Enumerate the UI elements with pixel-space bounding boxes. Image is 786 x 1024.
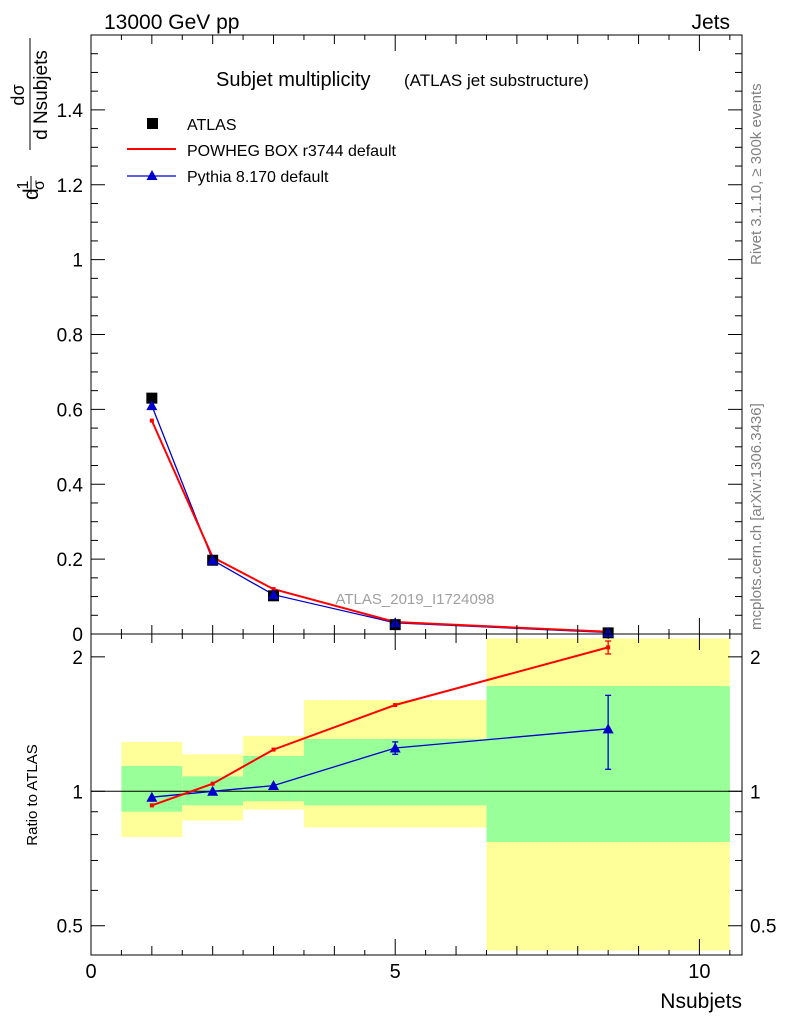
ylabel-frac1-den: σ [31,180,48,190]
main-y-tick-label: 0.2 [57,550,83,571]
ratio-powheg-point [606,645,611,650]
ylabel-frac2-num: dσ [8,84,28,105]
ratio-powheg-point [210,781,215,786]
ratio-y-tick-label-right: 1 [750,782,761,803]
ratio-ylabel: Ratio to ATLAS [24,744,41,845]
legend-label-data: ATLAS [187,117,237,134]
ylabel-d1: d [20,188,43,200]
legend-marker-data [147,118,158,129]
ylabel-frac2-den: d Nsubjets [31,50,52,140]
x-tick-label: 5 [390,961,401,983]
ratio-plot [91,638,742,951]
ylabel-frac1-num: 1 [15,180,32,189]
header-left: 13000 GeV pp [104,11,239,34]
legend-label-pythia: Pythia 8.170 default [187,169,329,186]
ratio-pythia-point [146,791,158,802]
ratio-pythia-point [389,742,401,753]
powheg-point [149,418,154,423]
chart-title: Subjet multiplicity [216,69,371,91]
powheg-point [271,587,276,592]
main-y-tick-label: 1.2 [57,176,83,197]
side-bottom-text: mcplots.cern.ch [arXiv:1306.3436] [748,403,765,630]
legend-marker-pythia [146,170,158,180]
main-y-tick-label: 0.8 [57,326,83,347]
main-y-tick-label: 0.6 [57,400,83,421]
pythia-point [268,589,280,600]
pythia-point [146,400,158,411]
legend: ATLAS POWHEG BOX r3744 default Pythia 8.… [127,117,397,186]
chart-subtitle: (ATLAS jet substructure) [404,71,589,90]
ratio-y-tick-label-right: 2 [750,648,761,669]
header-right: Jets [691,11,730,34]
ratio-pythia-point [207,785,219,796]
pythia-point [207,554,219,565]
y-axis-label: d 1 σ dσ d Nsubjets [8,38,52,200]
main-y-tick-label: 0.4 [57,475,84,496]
ratio-y-tick-label-left: 0.5 [57,917,83,938]
axes: 0 0.2 0.4 0.6 0.8 1 1.2 1.4 0 5 10 0.5 0.5 1 1 2 2 [57,34,776,983]
ratio-frame [90,633,743,956]
main-y-tick-label: 1 [72,251,83,272]
ratio-pythia-point [602,723,614,734]
ratio-y-tick-label-left: 2 [72,648,83,669]
ratio-powheg-point [271,747,276,752]
analysis-watermark: ATLAS_2019_I1724098 [335,591,494,608]
ratio-band-inner [243,755,304,802]
ratio-pythia-point [268,780,280,791]
ratio-y-tick-label-right: 0.5 [750,917,776,938]
main-y-tick-label: 1.4 [57,101,84,122]
ratio-y-tick-label-left: 1 [72,782,83,803]
x-axis-label: Nsubjets [660,990,742,1013]
ratio-powheg-point [393,703,398,708]
ratio-powheg-point [149,803,154,808]
main-y-tick-label: 0 [72,625,83,646]
x-tick-label: 0 [85,961,96,983]
atlas-data-point [146,392,158,404]
legend-label-powheg: POWHEG BOX r3744 default [187,143,397,160]
side-top-text: Rivet 3.1.10, ≥ 300k events [748,83,765,265]
x-tick-label: 10 [688,961,710,983]
